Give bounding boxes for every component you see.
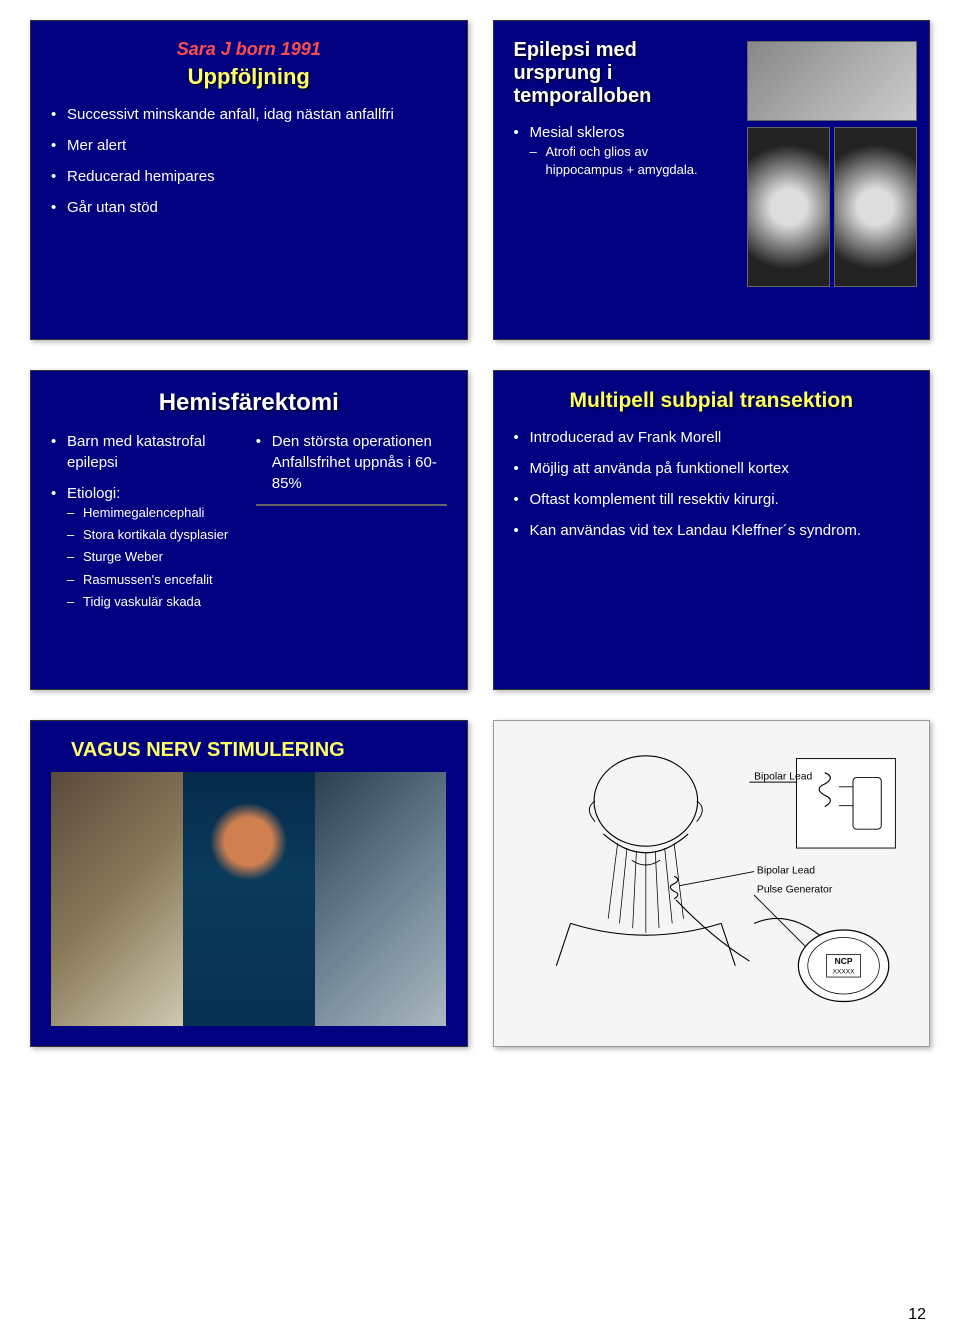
slide1-bullets: Successivt minskande anfall, idag nästan… bbox=[51, 104, 447, 218]
list-item: Går utan stöd bbox=[51, 197, 447, 218]
bullet-text: Etiologi: bbox=[67, 485, 120, 502]
slide1-pretitle: Sara J born 1991 bbox=[51, 39, 447, 60]
slide5-image-row bbox=[51, 772, 447, 1026]
ncp-sublabel: XXXXX bbox=[832, 968, 855, 975]
bipolar-lead-mid-label: Bipolar Lead bbox=[756, 865, 814, 876]
slide4-bullets: Introducerad av Frank Morell Möjlig att … bbox=[514, 427, 910, 541]
list-sub-item: Stora kortikala dysplasier bbox=[67, 526, 242, 544]
list-item: Kan användas vid tex Landau Kleffner´s s… bbox=[514, 520, 910, 541]
list-item: Etiologi: Hemimegalencephali Stora korti… bbox=[51, 483, 242, 611]
slide3-title: Hemisfärektomi bbox=[51, 389, 447, 417]
slide5-title: VAGUS NERV STIMULERING bbox=[51, 739, 447, 762]
slide3-left-col: Barn med katastrofal epilepsi Etiologi: … bbox=[51, 431, 242, 621]
vns-body-diagram-image bbox=[183, 772, 315, 1026]
slide4-title: Multipell subpial transektion bbox=[514, 389, 910, 413]
ncp-label: NCP bbox=[834, 956, 852, 966]
slide2-title: Epilepsi med ursprung i temporalloben bbox=[514, 39, 720, 108]
list-item: Mer alert bbox=[51, 135, 447, 156]
slide-vagus-nerv: VAGUS NERV STIMULERING bbox=[30, 720, 468, 1047]
list-item: Successivt minskande anfall, idag nästan… bbox=[51, 104, 447, 125]
vns-surgery-image bbox=[315, 772, 447, 1026]
slide2-bullets: Mesial skleros Atrofi och glios av hippo… bbox=[514, 122, 720, 179]
list-sub-item: Sturge Weber bbox=[67, 548, 242, 566]
vns-anatomical-diagram: NCP XXXXX Bipolar Lead Bipolar Lead Puls… bbox=[514, 741, 910, 1021]
slide1-title: Uppföljning bbox=[51, 64, 447, 90]
list-sub-item: Atrofi och glios av hippocampus + amygda… bbox=[530, 143, 720, 179]
list-item: Mesial skleros Atrofi och glios av hippo… bbox=[514, 122, 720, 179]
slide-multipell-subpial: Multipell subpial transektion Introducer… bbox=[493, 370, 931, 690]
list-item: Den största operationen Anfallsfrihet up… bbox=[256, 431, 447, 494]
brain-specimen-image bbox=[747, 41, 917, 121]
hemispherectomy-mri-image bbox=[256, 504, 447, 506]
list-item: Introducerad av Frank Morell bbox=[514, 427, 910, 448]
list-item: Barn med katastrofal epilepsi bbox=[51, 431, 242, 473]
slide-vns-diagram: NCP XXXXX Bipolar Lead Bipolar Lead Puls… bbox=[493, 720, 931, 1047]
page-number: 12 bbox=[908, 1306, 926, 1324]
list-sub-item: Tidig vaskulär skada bbox=[67, 593, 242, 611]
slide-hemisfarektomi: Hemisfärektomi Barn med katastrofal epil… bbox=[30, 370, 468, 690]
vns-device-image bbox=[51, 772, 183, 1026]
list-item: Reducerad hemipares bbox=[51, 166, 447, 187]
mri-scan-image bbox=[834, 127, 917, 287]
slide-uppfoljning: Sara J born 1991 Uppföljning Successivt … bbox=[30, 20, 468, 340]
slide3-right-col: Den största operationen Anfallsfrihet up… bbox=[256, 431, 447, 621]
list-sub-item: Rasmussen's encefalit bbox=[67, 571, 242, 589]
list-sub-item: Hemimegalencephali bbox=[67, 504, 242, 522]
slide-temporalloben: Epilepsi med ursprung i temporalloben Me… bbox=[493, 20, 931, 340]
slide2-images bbox=[747, 41, 917, 287]
mri-scan-image bbox=[747, 127, 830, 287]
bullet-text: Mesial skleros bbox=[530, 124, 625, 141]
list-item: Oftast komplement till resektiv kirurgi. bbox=[514, 489, 910, 510]
pulse-generator-label: Pulse Generator bbox=[756, 884, 832, 895]
bipolar-lead-top-label: Bipolar Lead bbox=[754, 771, 812, 782]
list-item: Möjlig att använda på funktionell kortex bbox=[514, 458, 910, 479]
